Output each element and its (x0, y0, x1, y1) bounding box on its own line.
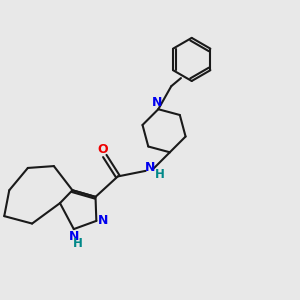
Text: H: H (73, 237, 83, 250)
Text: N: N (152, 96, 163, 110)
Text: N: N (69, 230, 79, 243)
Text: H: H (155, 168, 165, 181)
Text: O: O (97, 143, 108, 156)
Text: N: N (145, 161, 156, 174)
Text: N: N (98, 214, 108, 226)
